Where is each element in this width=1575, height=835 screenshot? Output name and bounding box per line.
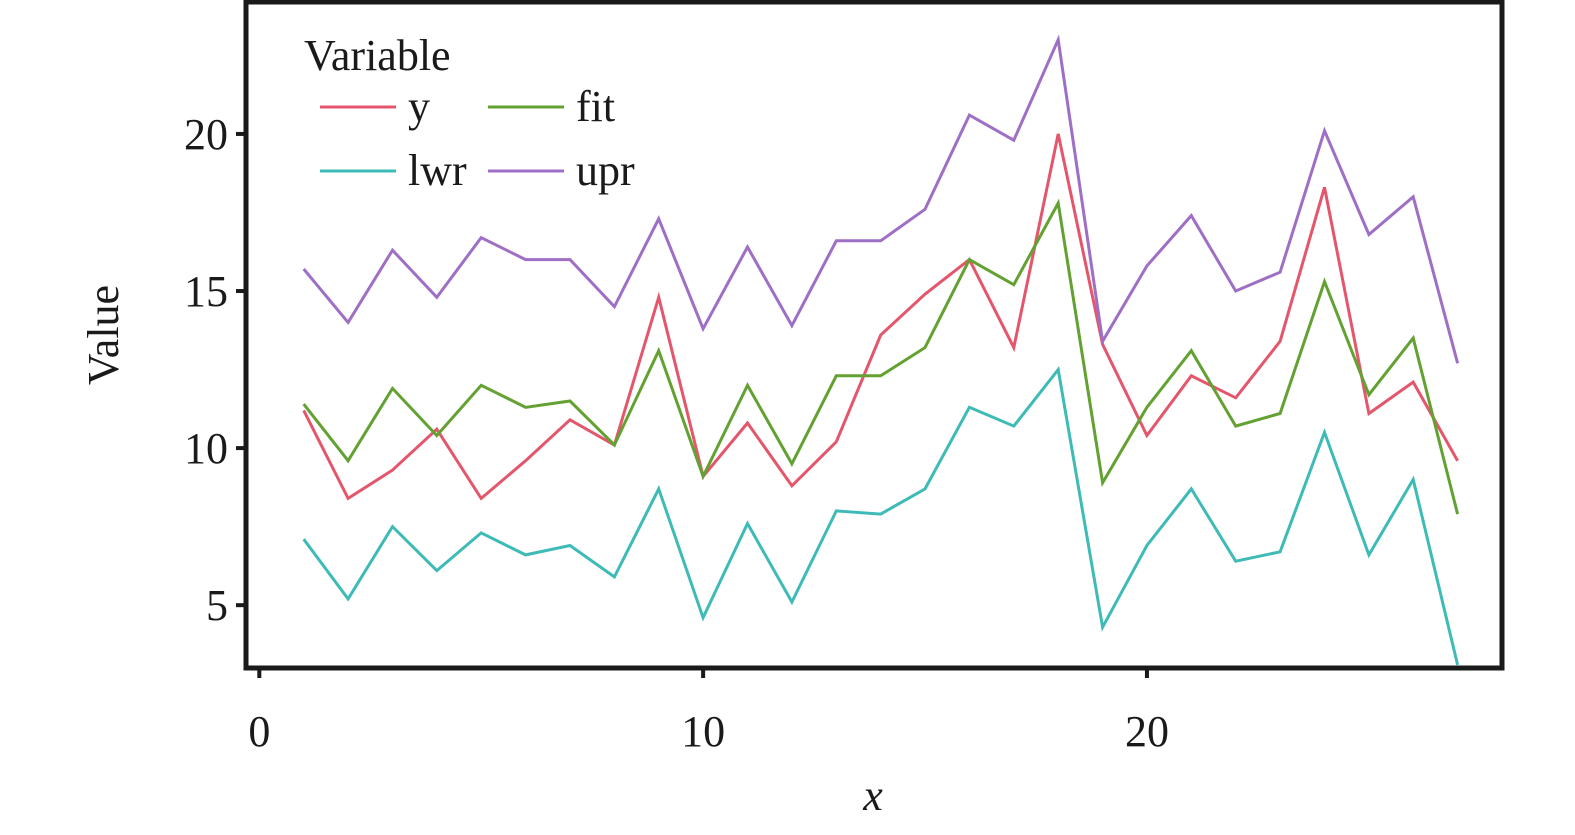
y-tick-label: 20 — [184, 110, 228, 159]
legend-label-fit: fit — [576, 82, 615, 131]
y-tick-label: 10 — [184, 424, 228, 473]
plot-panel — [243, 0, 1505, 671]
y-tick-label: 5 — [206, 581, 228, 630]
series-line-lwr — [302, 366, 1460, 666]
series-line-fit — [302, 198, 1460, 515]
y-tick-label: 15 — [184, 267, 228, 316]
legend-label-lwr: lwr — [408, 146, 467, 195]
legend-label-y: y — [408, 82, 430, 131]
axis-ticks — [236, 131, 1149, 678]
x-tick-label: 10 — [681, 707, 725, 756]
x-tick-label: 20 — [1125, 707, 1169, 756]
series-line-y — [302, 133, 1459, 501]
legend-label-upr: upr — [576, 146, 635, 195]
x-tick-label: 0 — [248, 707, 270, 756]
legend-title: Variable — [304, 31, 451, 80]
legend: Variable y fit lwr upr — [304, 31, 635, 195]
x-axis-title: x — [862, 771, 883, 820]
y-axis-title: Value — [79, 285, 128, 385]
series-lines — [302, 34, 1460, 666]
series-line-upr — [302, 34, 1460, 364]
tick-labels: 5 10 15 20 0 10 20 — [184, 110, 1169, 756]
